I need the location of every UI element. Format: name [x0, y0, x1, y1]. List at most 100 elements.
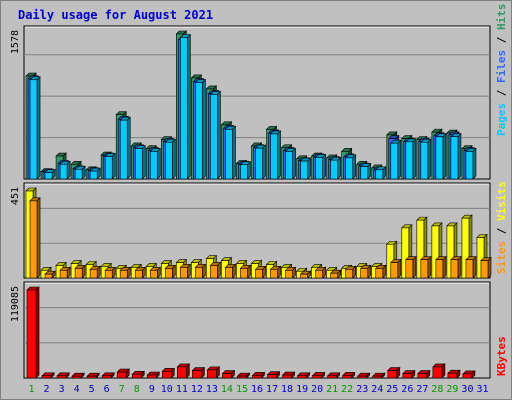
day-label-9: 9	[149, 384, 155, 395]
bar-pages-day-25-side	[397, 139, 402, 180]
day-label-4: 4	[74, 384, 80, 395]
bar-sites-day-29	[450, 259, 459, 279]
bar-sites-day-6	[104, 269, 113, 279]
day-label-28: 28	[431, 384, 443, 395]
bar-sites-day-23	[360, 268, 369, 279]
bar-pages-day-22	[345, 157, 354, 180]
bar-pages-day-8	[134, 148, 143, 180]
bar-pages-day-3	[59, 163, 68, 180]
ymax-label-2: 451	[10, 187, 21, 205]
bar-pages-day-20	[315, 157, 323, 180]
bar-pages-day-27	[420, 141, 429, 180]
bar-sites-day-21	[330, 272, 338, 279]
bar-kbytes-day-1	[26, 289, 37, 379]
bar-pages-day-5	[89, 170, 98, 180]
bar-pages-day-18	[285, 151, 293, 180]
bar-pages-day-26	[405, 141, 414, 180]
bar-pages-day-19	[300, 160, 308, 180]
bar-pages-day-15	[240, 164, 248, 180]
bar-pages-day-23-side	[367, 162, 372, 180]
bar-pages-day-30-side	[472, 147, 477, 180]
bar-pages-day-14	[225, 129, 233, 180]
bar-sites-day-11	[180, 267, 188, 279]
day-label-13: 13	[206, 384, 218, 395]
day-label-15: 15	[236, 384, 248, 395]
legend-hits: Hits	[495, 4, 508, 31]
bar-kbytes-day-23	[357, 375, 368, 379]
bar-sites-day-8	[134, 269, 143, 279]
bar-pages-day-29	[450, 136, 459, 180]
legend-hits-files-pages: Pages / Files / Hits	[495, 4, 508, 137]
bar-visits-day-27	[416, 219, 425, 279]
bar-kbytes-day-2	[41, 375, 52, 379]
bar-kbytes-day-1-side	[35, 286, 40, 379]
bar-sites-day-26	[405, 259, 414, 279]
bar-pages-day-6-side	[111, 152, 116, 180]
day-label-25: 25	[386, 384, 398, 395]
bar-sites-day-27	[420, 259, 429, 279]
bar-sites-day-25-side	[397, 258, 402, 279]
bar-sites-day-31	[480, 260, 489, 279]
bar-sites-day-29-side	[457, 255, 462, 279]
bar-sites-day-28-side	[442, 255, 447, 279]
day-label-1: 1	[29, 384, 35, 395]
bar-pages-day-16-side	[262, 144, 266, 180]
bar-sites-day-2	[44, 273, 53, 279]
bar-sites-day-20	[315, 269, 323, 279]
bar-pages-day-28	[435, 136, 444, 180]
bar-pages-day-13-side	[217, 90, 221, 180]
bar-visits-day-29	[446, 225, 455, 279]
bar-pages-day-1	[29, 79, 38, 180]
bar-pages-day-11-side	[187, 33, 191, 180]
day-label-30: 30	[461, 384, 473, 395]
bar-kbytes-day-15	[237, 375, 247, 379]
day-label-20: 20	[311, 384, 323, 395]
bar-kbytes-day-5	[86, 375, 97, 379]
legend-sep: /	[495, 30, 508, 50]
bar-kbytes-day-24	[372, 375, 383, 379]
bar-pages-day-15-side	[247, 161, 251, 180]
bar-pages-day-28-side	[442, 133, 447, 180]
bar-sites-day-25	[390, 262, 399, 279]
bar-sites-day-1	[29, 200, 38, 279]
day-label-12: 12	[191, 384, 203, 395]
bar-pages-day-2	[44, 172, 53, 180]
day-label-3: 3	[59, 384, 65, 395]
bar-pages-day-1-side	[36, 76, 41, 180]
bar-sites-day-19	[300, 273, 308, 279]
bar-sites-day-3	[59, 269, 68, 279]
bar-pages-day-4	[74, 169, 83, 180]
bar-pages-day-12-side	[202, 78, 206, 180]
day-label-29: 29	[446, 384, 458, 395]
bar-pages-day-6	[104, 156, 113, 180]
bar-kbytes-day-3	[56, 375, 67, 379]
bar-visits-day-30	[461, 217, 470, 279]
bar-sites-day-5	[89, 269, 98, 279]
day-label-31: 31	[476, 384, 488, 395]
bar-sites-day-17	[270, 269, 278, 279]
bar-pages-day-21	[330, 159, 338, 180]
bar-sites-day-22	[345, 269, 354, 279]
bar-kbytes-day-28	[432, 366, 443, 379]
bar-sites-day-26-side	[412, 255, 417, 279]
bar-visits-day-26	[401, 227, 410, 279]
bar-sites-day-15	[240, 268, 248, 279]
bar-kbytes-day-19	[297, 375, 307, 379]
bar-sites-day-31-side	[487, 256, 492, 279]
legend-kbytes: KBytes	[495, 336, 508, 376]
bar-pages-day-7-side	[126, 116, 131, 180]
bar-kbytes-day-12	[192, 370, 202, 379]
bar-pages-day-20-side	[322, 153, 326, 180]
bar-pages-day-10-side	[172, 138, 176, 180]
day-label-21: 21	[326, 384, 338, 395]
bar-sites-day-18	[285, 269, 293, 279]
day-label-14: 14	[221, 384, 233, 395]
bar-sites-day-12	[195, 267, 203, 279]
bar-kbytes-day-10	[161, 371, 172, 379]
bar-kbytes-day-18	[282, 374, 292, 379]
bar-sites-day-9	[149, 269, 158, 279]
bar-sites-day-7	[119, 269, 128, 279]
bar-pages-day-19-side	[307, 157, 311, 180]
bar-pages-day-30	[465, 151, 474, 180]
day-label-5: 5	[89, 384, 95, 395]
